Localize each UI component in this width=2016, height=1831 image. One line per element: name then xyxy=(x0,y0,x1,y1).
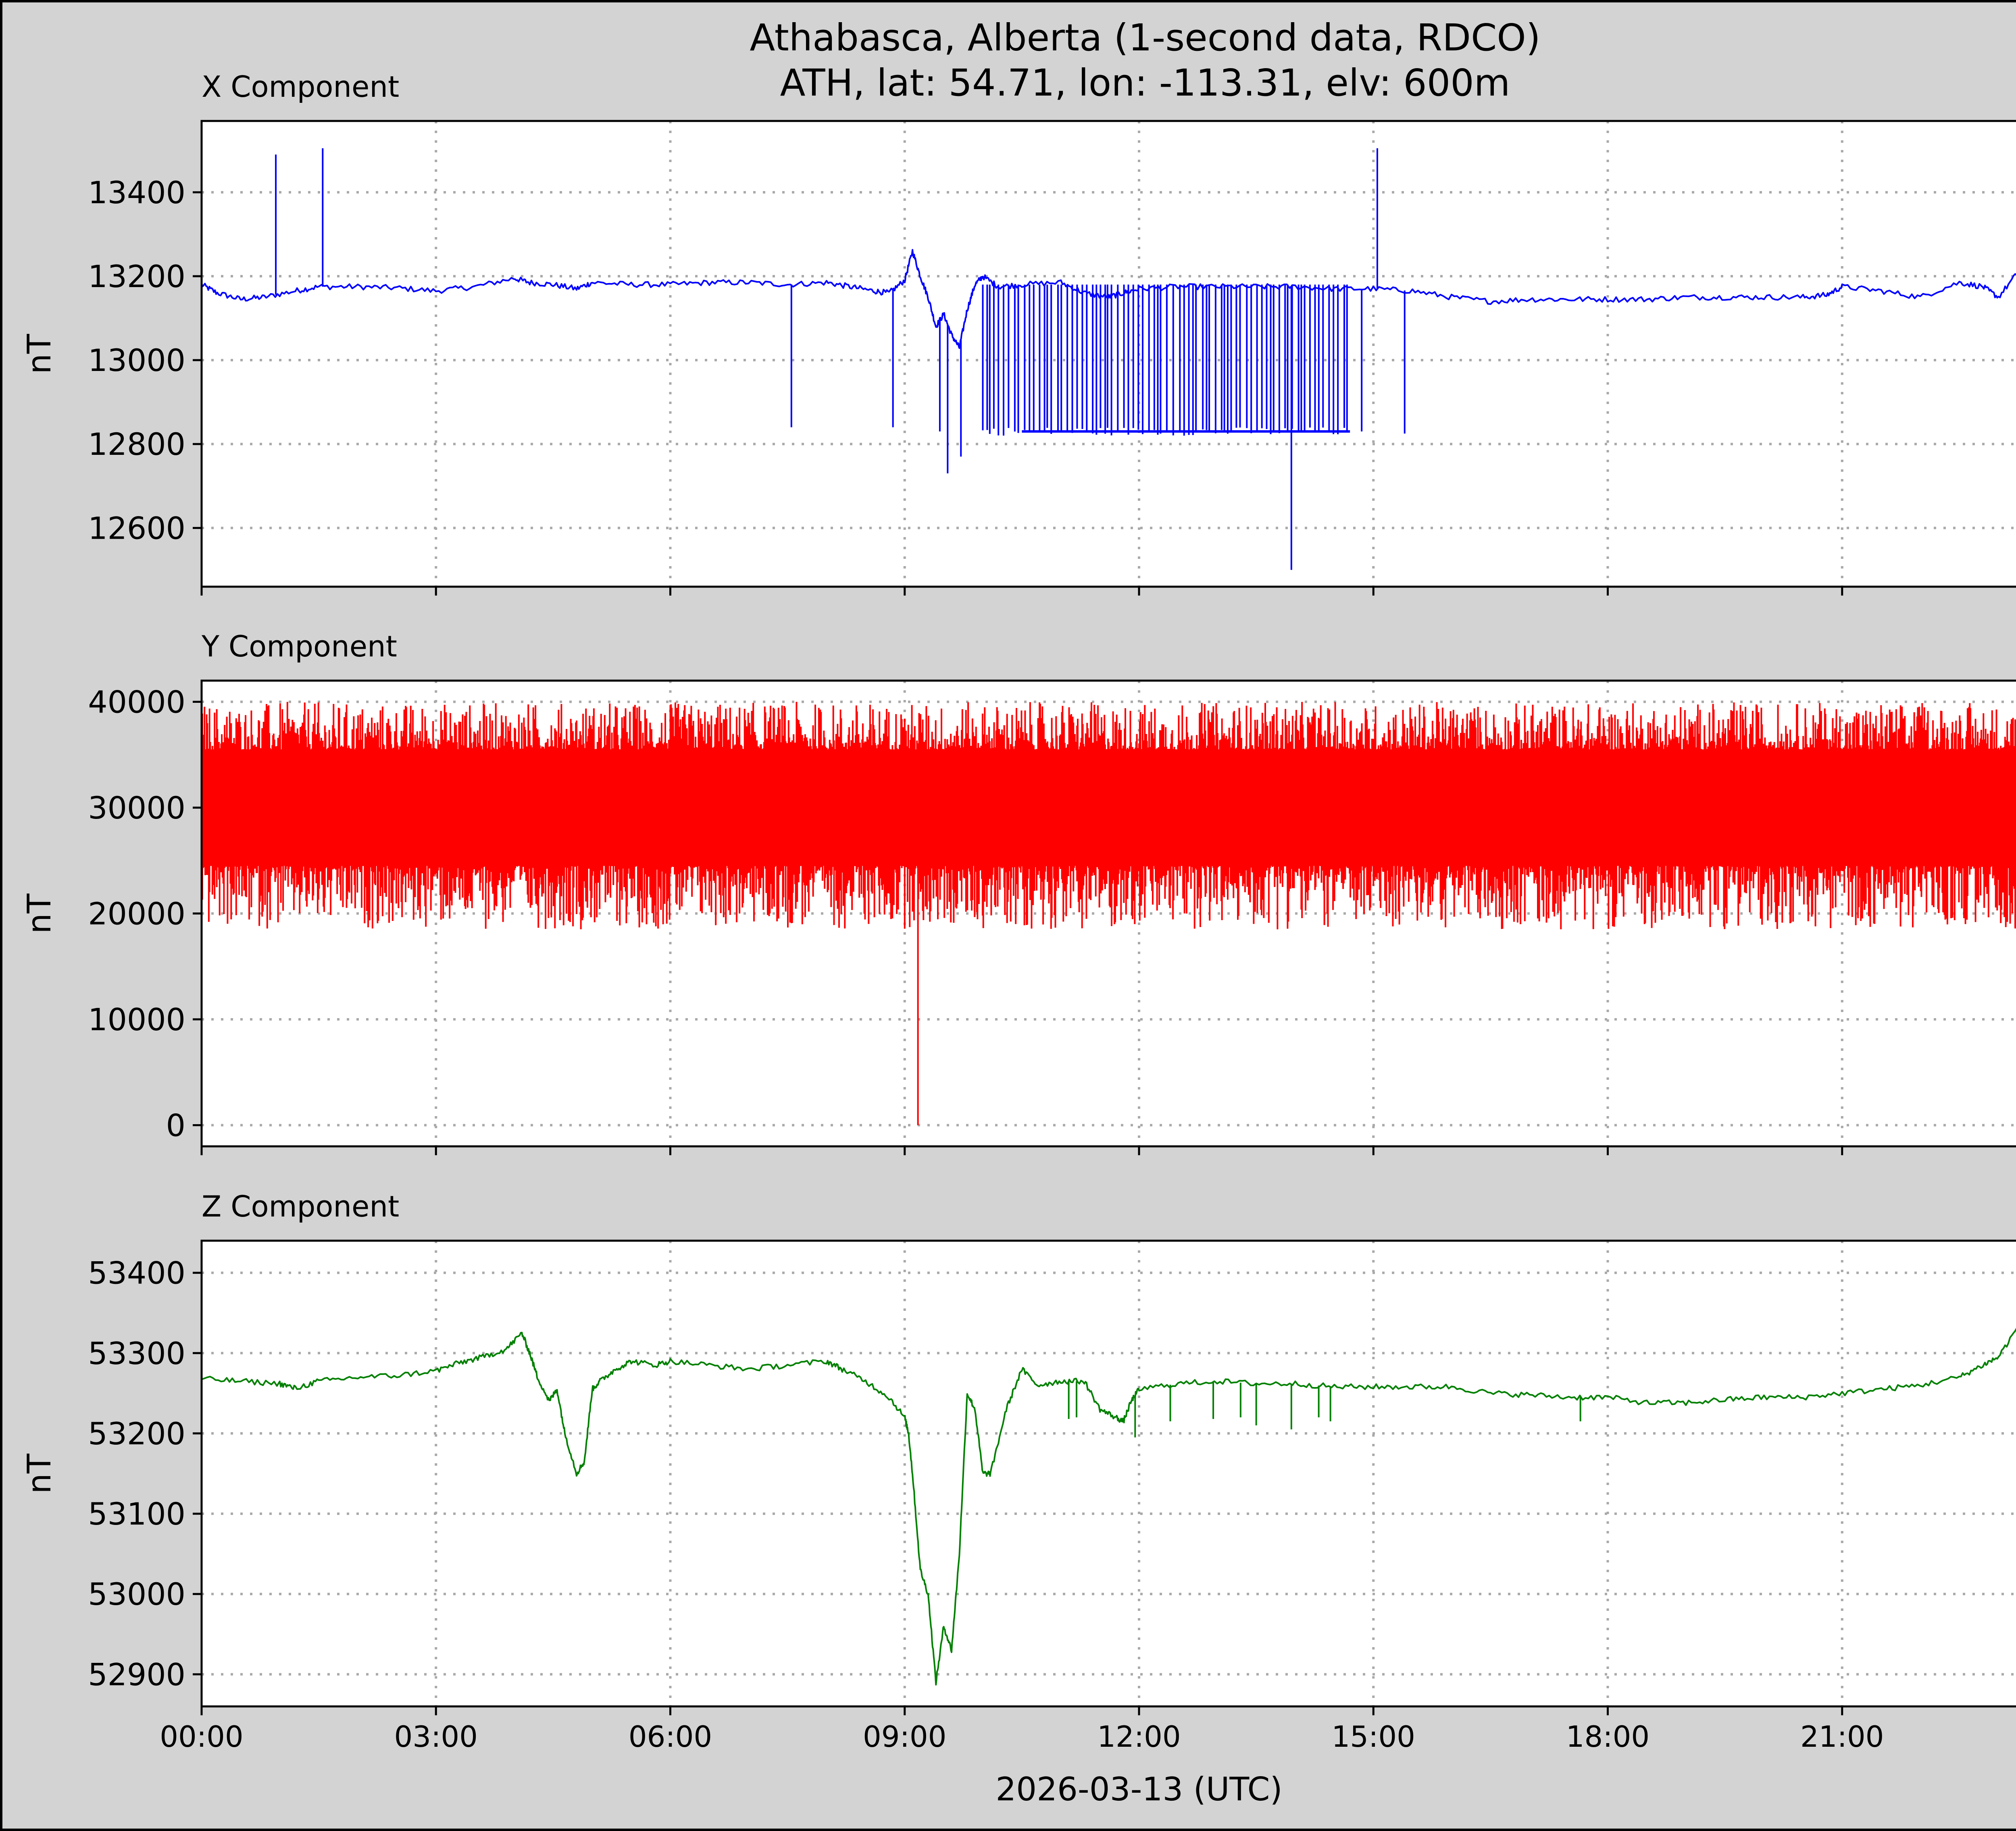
y-tick-label: 53000 xyxy=(88,1576,185,1612)
x-tick-label: 00:00 xyxy=(160,1720,244,1754)
panel-y: Y Component 0 10000 20000 30000 40000 nT xyxy=(21,629,2016,1155)
z-component-trace xyxy=(201,1328,2016,1686)
y-tick-label: 0 xyxy=(166,1108,185,1144)
figure-title-line1: Athabasca, Alberta (1-second data, RDCO) xyxy=(750,16,1540,59)
x-component-trace xyxy=(201,249,2016,349)
x-tick-label: 03:00 xyxy=(394,1720,478,1754)
y-tick-label: 10000 xyxy=(88,1002,185,1037)
y-tick-label: 13000 xyxy=(88,342,185,378)
x-tick-label: 06:00 xyxy=(629,1720,712,1754)
x-tick-label: 09:00 xyxy=(863,1720,947,1754)
figure-title-line2: ATH, lat: 54.71, lon: -113.31, elv: 600m xyxy=(780,61,1510,104)
y-tick-label: 12800 xyxy=(88,426,185,462)
panel-z: Z Component 52900 53000 53100 53200 53300 534… xyxy=(21,1189,2016,1754)
panel-z-title: Z Component xyxy=(202,1189,399,1223)
y-noise-core xyxy=(202,765,2016,850)
panel-z-xticks: 00:00 03:00 06:00 09:00 12:00 15:00 18:00 21:00 xyxy=(160,1706,1884,1754)
y-tick-label: 53300 xyxy=(88,1335,185,1371)
y-tick-label: 30000 xyxy=(88,790,185,826)
y-tick-label: 20000 xyxy=(88,896,185,932)
panel-y-title: Y Component xyxy=(201,629,397,663)
y-tick-label: 53400 xyxy=(88,1255,185,1291)
x-tick-label: 12:00 xyxy=(1097,1720,1181,1754)
y-tick-label: 53200 xyxy=(88,1416,185,1452)
panel-z-yticks: 52900 53000 53100 53200 53300 53400 xyxy=(88,1255,202,1692)
y-tick-label: 53100 xyxy=(88,1496,185,1532)
panel-y-ylabel: nT xyxy=(21,893,58,934)
y-tick-label: 13400 xyxy=(88,175,185,210)
x-tick-label: 18:00 xyxy=(1566,1720,1650,1754)
panel-z-ylabel: nT xyxy=(21,1453,58,1494)
panel-x-xticks xyxy=(200,587,1843,596)
panel-x-plot-area xyxy=(202,121,2016,587)
panel-z-grid xyxy=(202,1241,2016,1706)
panel-y-data xyxy=(201,702,2016,1125)
panel-x: X Component 12600 12800 13000 13200 13400 nT xyxy=(21,70,2016,596)
panel-x-title: X Component xyxy=(202,70,399,104)
panel-x-yticks: 12600 12800 13000 13200 13400 xyxy=(88,175,202,546)
x-axis-label: 2026-03-13 (UTC) xyxy=(996,1771,1282,1808)
y-tick-label: 52900 xyxy=(88,1656,185,1692)
panel-x-data xyxy=(201,148,2016,570)
y-tick-label: 13200 xyxy=(88,258,185,294)
panel-z-plot-area xyxy=(202,1241,2016,1706)
y-tick-label: 12600 xyxy=(88,510,185,546)
y-tick-label: 40000 xyxy=(88,684,185,720)
panel-y-yticks: 0 10000 20000 30000 40000 xyxy=(88,684,202,1144)
x-tick-label: 15:00 xyxy=(1332,1720,1416,1754)
panel-x-grid xyxy=(202,121,2016,587)
panel-z-data xyxy=(201,1328,2016,1686)
panel-y-xticks xyxy=(200,1146,1843,1155)
x-dropout-spikes xyxy=(982,284,1348,436)
x-tick-label: 21:00 xyxy=(1800,1720,1884,1754)
panel-x-ylabel: nT xyxy=(21,333,58,374)
